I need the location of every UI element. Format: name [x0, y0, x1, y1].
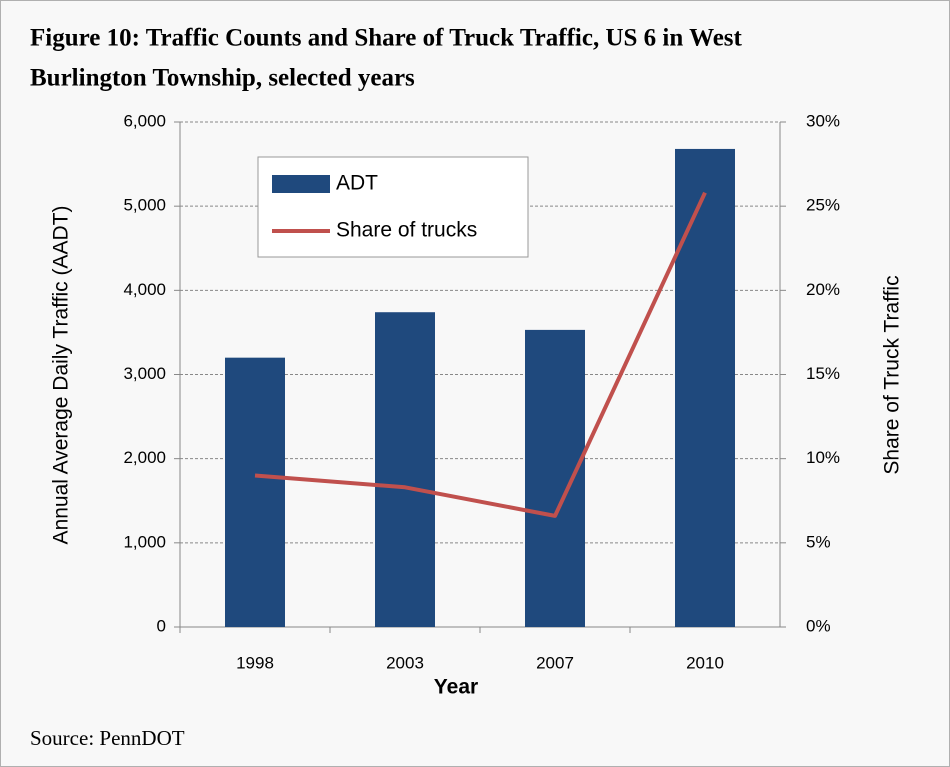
y-axis-label: Annual Average Daily Traffic (AADT)	[50, 206, 73, 545]
y2-tick-label: 30%	[806, 111, 840, 130]
bar	[375, 312, 435, 627]
y2-tick-label: 20%	[806, 280, 840, 299]
y-tick-label: 4,000	[123, 280, 166, 299]
legend-label: Share of trucks	[336, 219, 477, 242]
y-tick-label: 2,000	[123, 448, 166, 467]
y2-tick-label: 5%	[806, 532, 831, 551]
line-series	[254, 191, 707, 518]
y2-tick-label: 0%	[806, 616, 831, 635]
legend-label: ADT	[336, 172, 378, 195]
bar	[225, 357, 285, 627]
source-note: Source: PennDOT	[30, 726, 185, 750]
y2-tick-label: 10%	[806, 448, 840, 467]
y-tick-label: 1,000	[123, 532, 166, 551]
chart-title: Figure 10: Traffic Counts and Share of T…	[30, 25, 743, 52]
x-tick-label: 1998	[236, 653, 274, 672]
bar	[675, 148, 735, 627]
y-tick-label: 3,000	[123, 364, 166, 383]
y2-tick-label: 25%	[806, 196, 840, 215]
y-tick-label: 0	[157, 616, 166, 635]
x-axis-label: Year	[434, 676, 478, 699]
chart-title: Burlington Township, selected years	[30, 65, 415, 92]
legend-swatch	[272, 175, 330, 193]
bar	[525, 329, 585, 627]
x-tick-label: 2003	[386, 653, 424, 672]
y-tick-label: 6,000	[123, 111, 166, 130]
x-tick-label: 2007	[536, 653, 574, 672]
y2-tick-label: 15%	[806, 364, 840, 383]
legend-box	[257, 156, 529, 258]
y-tick-label: 5,000	[123, 196, 166, 215]
y2-axis-label: Share of Truck Traffic	[881, 275, 904, 474]
x-tick-label: 2010	[686, 653, 724, 672]
